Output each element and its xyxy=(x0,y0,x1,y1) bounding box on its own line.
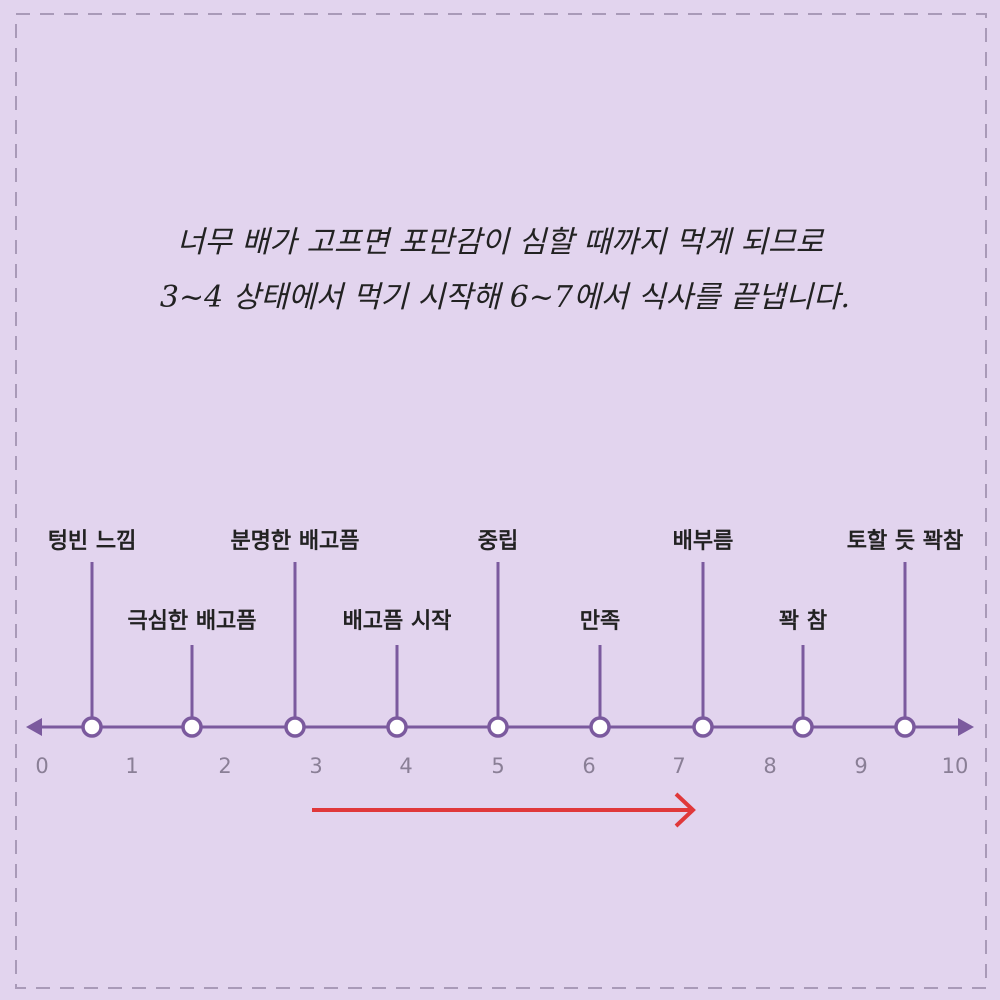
node-label: 토할 듯 꽉참 xyxy=(847,529,964,554)
scale-number: 2 xyxy=(218,754,231,778)
node-label: 텅빈 느낌 xyxy=(48,529,137,554)
node-label: 꽉 참 xyxy=(779,609,827,634)
node-label: 분명한 배고픔 xyxy=(230,529,359,554)
scale-number: 10 xyxy=(942,754,969,778)
scale-number: 1 xyxy=(125,754,138,778)
node-dot xyxy=(487,716,509,738)
caption-line: 너무 배가 고프면 포만감이 심할 때까지 먹게 되므로 xyxy=(177,225,825,260)
scale-number: 4 xyxy=(399,754,412,778)
node-dot xyxy=(386,716,408,738)
range-arrow-head xyxy=(674,792,696,828)
node-dot xyxy=(589,716,611,738)
axis-arrow-left xyxy=(26,718,42,736)
node-dot xyxy=(81,716,103,738)
caption-line: 3~4 상태에서 먹기 시작해 6~7에서 식사를 끝냅니다. xyxy=(160,280,850,315)
scale-number: 6 xyxy=(582,754,595,778)
node-dot xyxy=(792,716,814,738)
node-label: 배부름 xyxy=(673,529,734,554)
node-dot xyxy=(181,716,203,738)
axis-arrow-right xyxy=(958,718,974,736)
node-dot xyxy=(284,716,306,738)
scale-number: 9 xyxy=(854,754,867,778)
node-dot xyxy=(692,716,714,738)
scale-number: 7 xyxy=(672,754,685,778)
node-label: 중립 xyxy=(478,529,518,554)
scale-number: 8 xyxy=(763,754,776,778)
node-label: 극심한 배고픔 xyxy=(127,609,256,634)
scale-number: 3 xyxy=(309,754,322,778)
scale-number: 0 xyxy=(35,754,48,778)
node-label: 만족 xyxy=(580,609,620,634)
dashed-border xyxy=(15,13,987,989)
scale-number: 5 xyxy=(491,754,504,778)
node-label: 배고픔 시작 xyxy=(343,609,452,634)
node-dot xyxy=(894,716,916,738)
